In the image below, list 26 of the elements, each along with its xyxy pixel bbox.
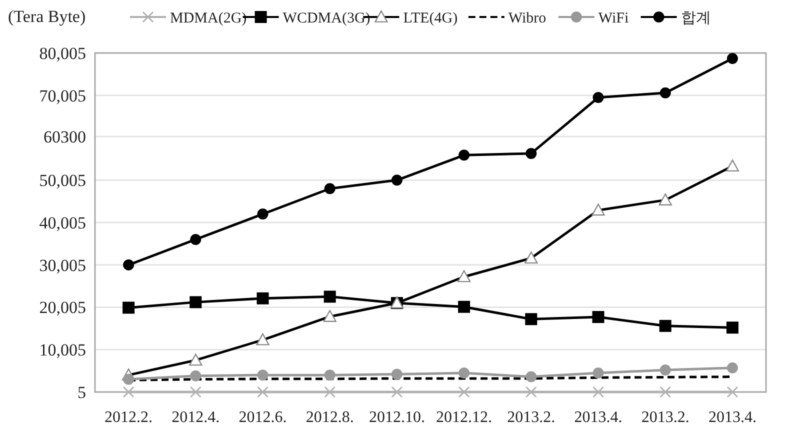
x-tick-label: 2012.12.	[436, 409, 492, 426]
y-tick-label: 10,005	[39, 340, 86, 360]
y-axis-title: (Tera Byte)	[8, 7, 86, 26]
x-tick-label: 2013.2.	[641, 409, 690, 426]
y-tick-label: 20,005	[39, 298, 86, 318]
x-tick-label: 2012.8.	[306, 409, 354, 426]
y-tick-label: 5	[78, 382, 86, 402]
y-tick-label: 30,005	[39, 256, 86, 275]
x-tick-label: 2013.4.	[708, 409, 756, 426]
legend-label: WiFi	[598, 10, 629, 26]
y-tick-label: 50,005	[39, 171, 86, 190]
y-tick-label: 70,005	[39, 86, 86, 106]
legend-label: WCDMA(3G)	[282, 10, 370, 26]
legend-label: Wibro	[508, 10, 546, 26]
x-tick-label: 2012.6.	[238, 409, 287, 426]
legend-label: LTE(4G)	[403, 10, 458, 26]
legend-label: 합계	[680, 10, 711, 26]
y-tick-label: 40,005	[39, 213, 86, 232]
y-tick-label: 60300	[44, 127, 86, 146]
x-tick-label: 2012.10.	[368, 409, 425, 426]
legend-label: MDMA(2G)	[170, 10, 247, 26]
y-tick-label: 80,005	[39, 44, 86, 63]
x-tick-label: 2012.2.	[104, 409, 153, 426]
x-tick-label: 2013.4.	[574, 409, 622, 426]
x-tick-label: 2012.4.	[172, 409, 220, 426]
x-tick-label: 2013.2.	[507, 409, 556, 426]
